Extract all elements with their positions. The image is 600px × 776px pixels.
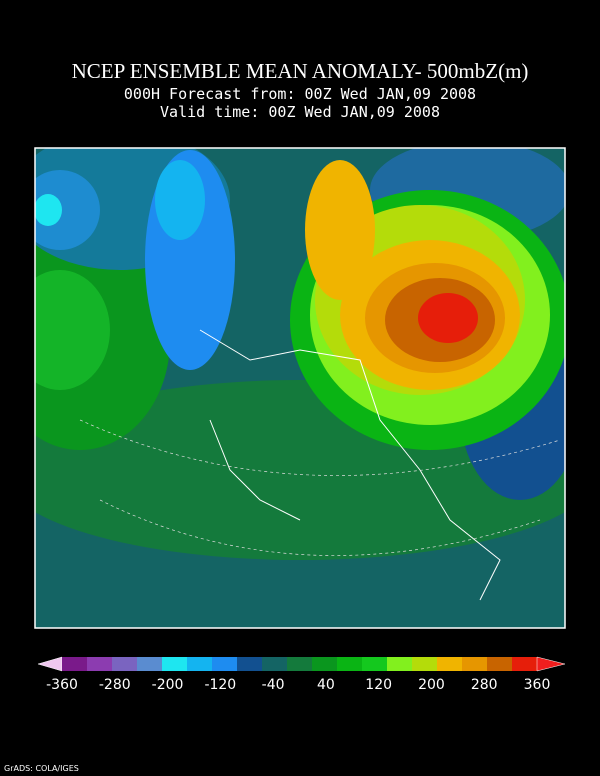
colorbar-label: -360 (46, 677, 78, 693)
credit: GrADS: COLA/IGES (4, 764, 79, 773)
colorbar-segment (337, 657, 363, 671)
colorbar-segment (512, 657, 538, 671)
colorbar-segment (387, 657, 413, 671)
colorbar-segment (237, 657, 263, 671)
colorbar-segment (487, 657, 513, 671)
coastline (199, 329, 501, 601)
colorbar-segment (262, 657, 288, 671)
colorbar-label: -40 (262, 677, 285, 693)
colorbar-segment (62, 657, 88, 671)
region (305, 160, 375, 300)
valid-line: Valid time: 00Z Wed JAN,09 2008 (160, 103, 440, 121)
colorbar-segment (312, 657, 338, 671)
colorbar-segment (287, 657, 313, 671)
colorbar-segment (87, 657, 113, 671)
region (35, 194, 62, 226)
map-frame (34, 147, 566, 629)
region (35, 170, 100, 250)
colorbar-label: 360 (524, 677, 551, 693)
map (34, 147, 566, 629)
colorbar-segment (112, 657, 138, 671)
title: NCEP ENSEMBLE MEAN ANOMALY- 500mbZ(m) (72, 59, 529, 83)
colorbar-label: -120 (204, 677, 236, 693)
colorbar-segment (437, 657, 463, 671)
colorbar-label: 40 (317, 677, 335, 693)
colorbar-segment (212, 657, 238, 671)
colorbar-end (536, 656, 566, 672)
colorbar-segment (162, 657, 188, 671)
colorbar-segment (187, 657, 213, 671)
colorbar-segment (137, 657, 163, 671)
colorbar-label: -280 (99, 677, 131, 693)
region (155, 160, 205, 240)
colorbar-segment (412, 657, 438, 671)
colorbar-segment (462, 657, 488, 671)
colorbar-label: 120 (365, 677, 392, 693)
colorbar-label: 200 (418, 677, 445, 693)
graticule (79, 419, 561, 556)
region (35, 270, 110, 390)
forecast-line: 000H Forecast from: 00Z Wed JAN,09 2008 (124, 85, 476, 103)
colorbar-segment (362, 657, 388, 671)
colorbar: -360 -280 -200 -120 -40 40 120 200 280 360 (37, 656, 566, 693)
region (418, 293, 478, 343)
colorbar-label: -200 (152, 677, 184, 693)
colorbar-label: 280 (471, 677, 498, 693)
